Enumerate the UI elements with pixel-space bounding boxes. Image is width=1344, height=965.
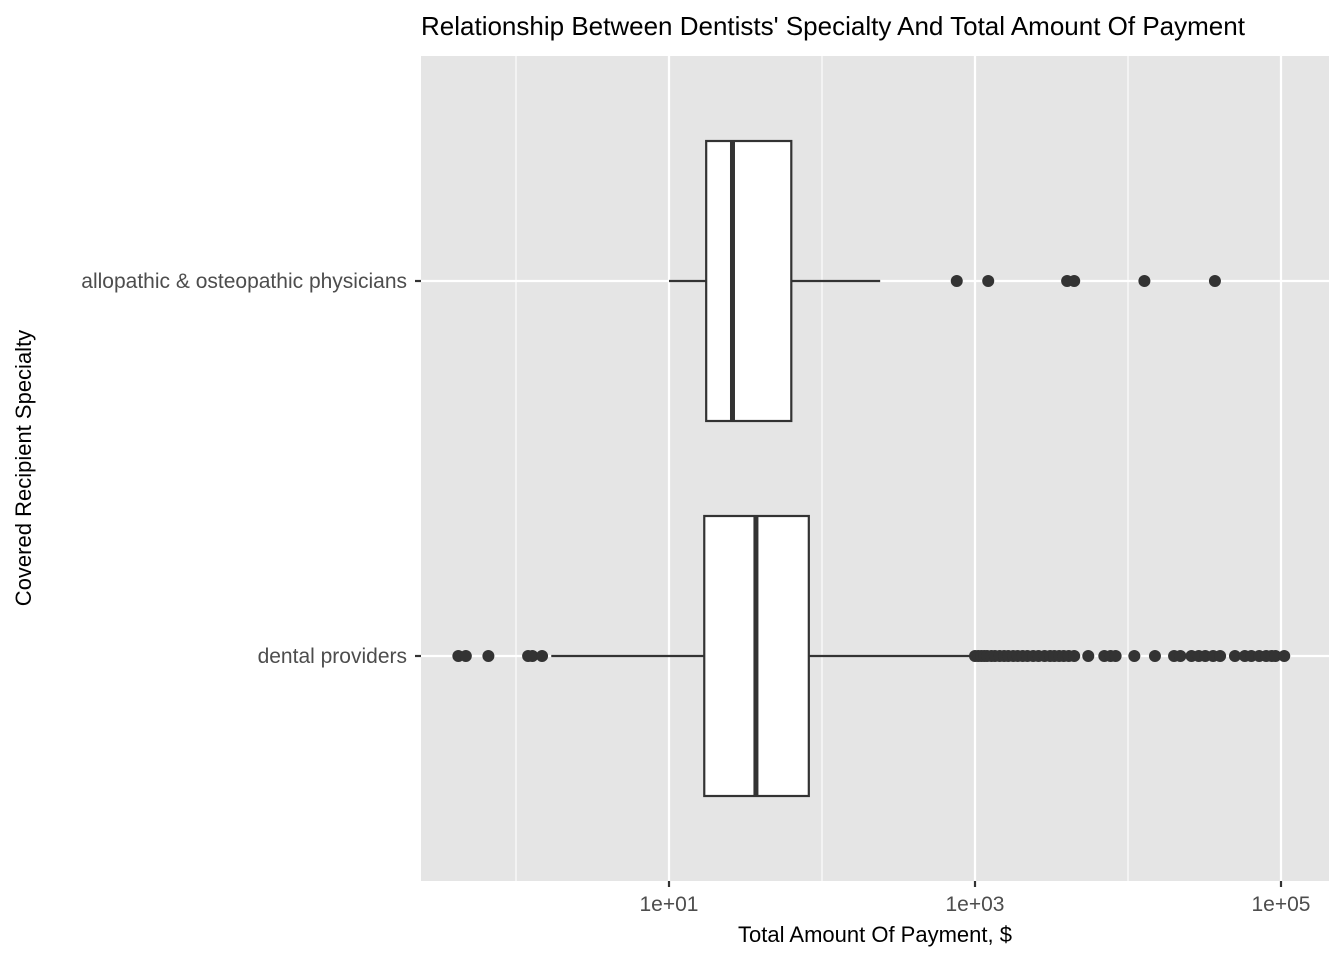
box-group <box>669 139 1221 423</box>
plot-panel <box>421 56 1329 881</box>
x-tick-label: 1e+03 <box>946 893 1005 916</box>
outlier-point <box>1128 650 1141 662</box>
outlier-point <box>526 650 539 662</box>
outlier-point <box>1269 650 1282 662</box>
outlier-point <box>1148 650 1161 662</box>
y-tick-label: allopathic & osteopathic physicians <box>81 270 407 293</box>
box-group <box>452 514 1291 798</box>
outlier-point <box>1208 275 1221 287</box>
x-tick-label: 1e+05 <box>1252 893 1311 916</box>
interquartile-box <box>705 139 793 423</box>
y-axis-title: Covered Recipient Specialty <box>11 330 36 606</box>
outlier-point <box>1214 650 1227 662</box>
outlier-point <box>1174 650 1187 662</box>
y-tick-label: dental providers <box>258 645 407 668</box>
chart-title: Relationship Between Dentists' Specialty… <box>421 11 1246 41</box>
y-axis: allopathic & osteopathic physicians denta… <box>81 270 421 668</box>
outlier-point <box>1109 650 1122 662</box>
outlier-point <box>536 650 549 662</box>
outlier-point <box>1278 650 1291 662</box>
outlier-point <box>1082 650 1095 662</box>
minor-gridlines <box>515 56 1129 881</box>
outlier-point <box>1068 275 1081 287</box>
outlier-point <box>482 650 495 662</box>
outlier-point <box>1138 275 1151 287</box>
x-axis-title: Total Amount Of Payment, $ <box>738 922 1012 947</box>
x-axis: 1e+01 1e+03 1e+05 <box>640 881 1311 916</box>
outlier-point <box>459 650 472 662</box>
outlier-point <box>1228 650 1241 662</box>
outlier-point <box>950 275 963 287</box>
box-series <box>452 139 1291 798</box>
outlier-point <box>982 275 995 287</box>
x-tick-label: 1e+01 <box>640 893 699 916</box>
outlier-point <box>1068 650 1081 662</box>
